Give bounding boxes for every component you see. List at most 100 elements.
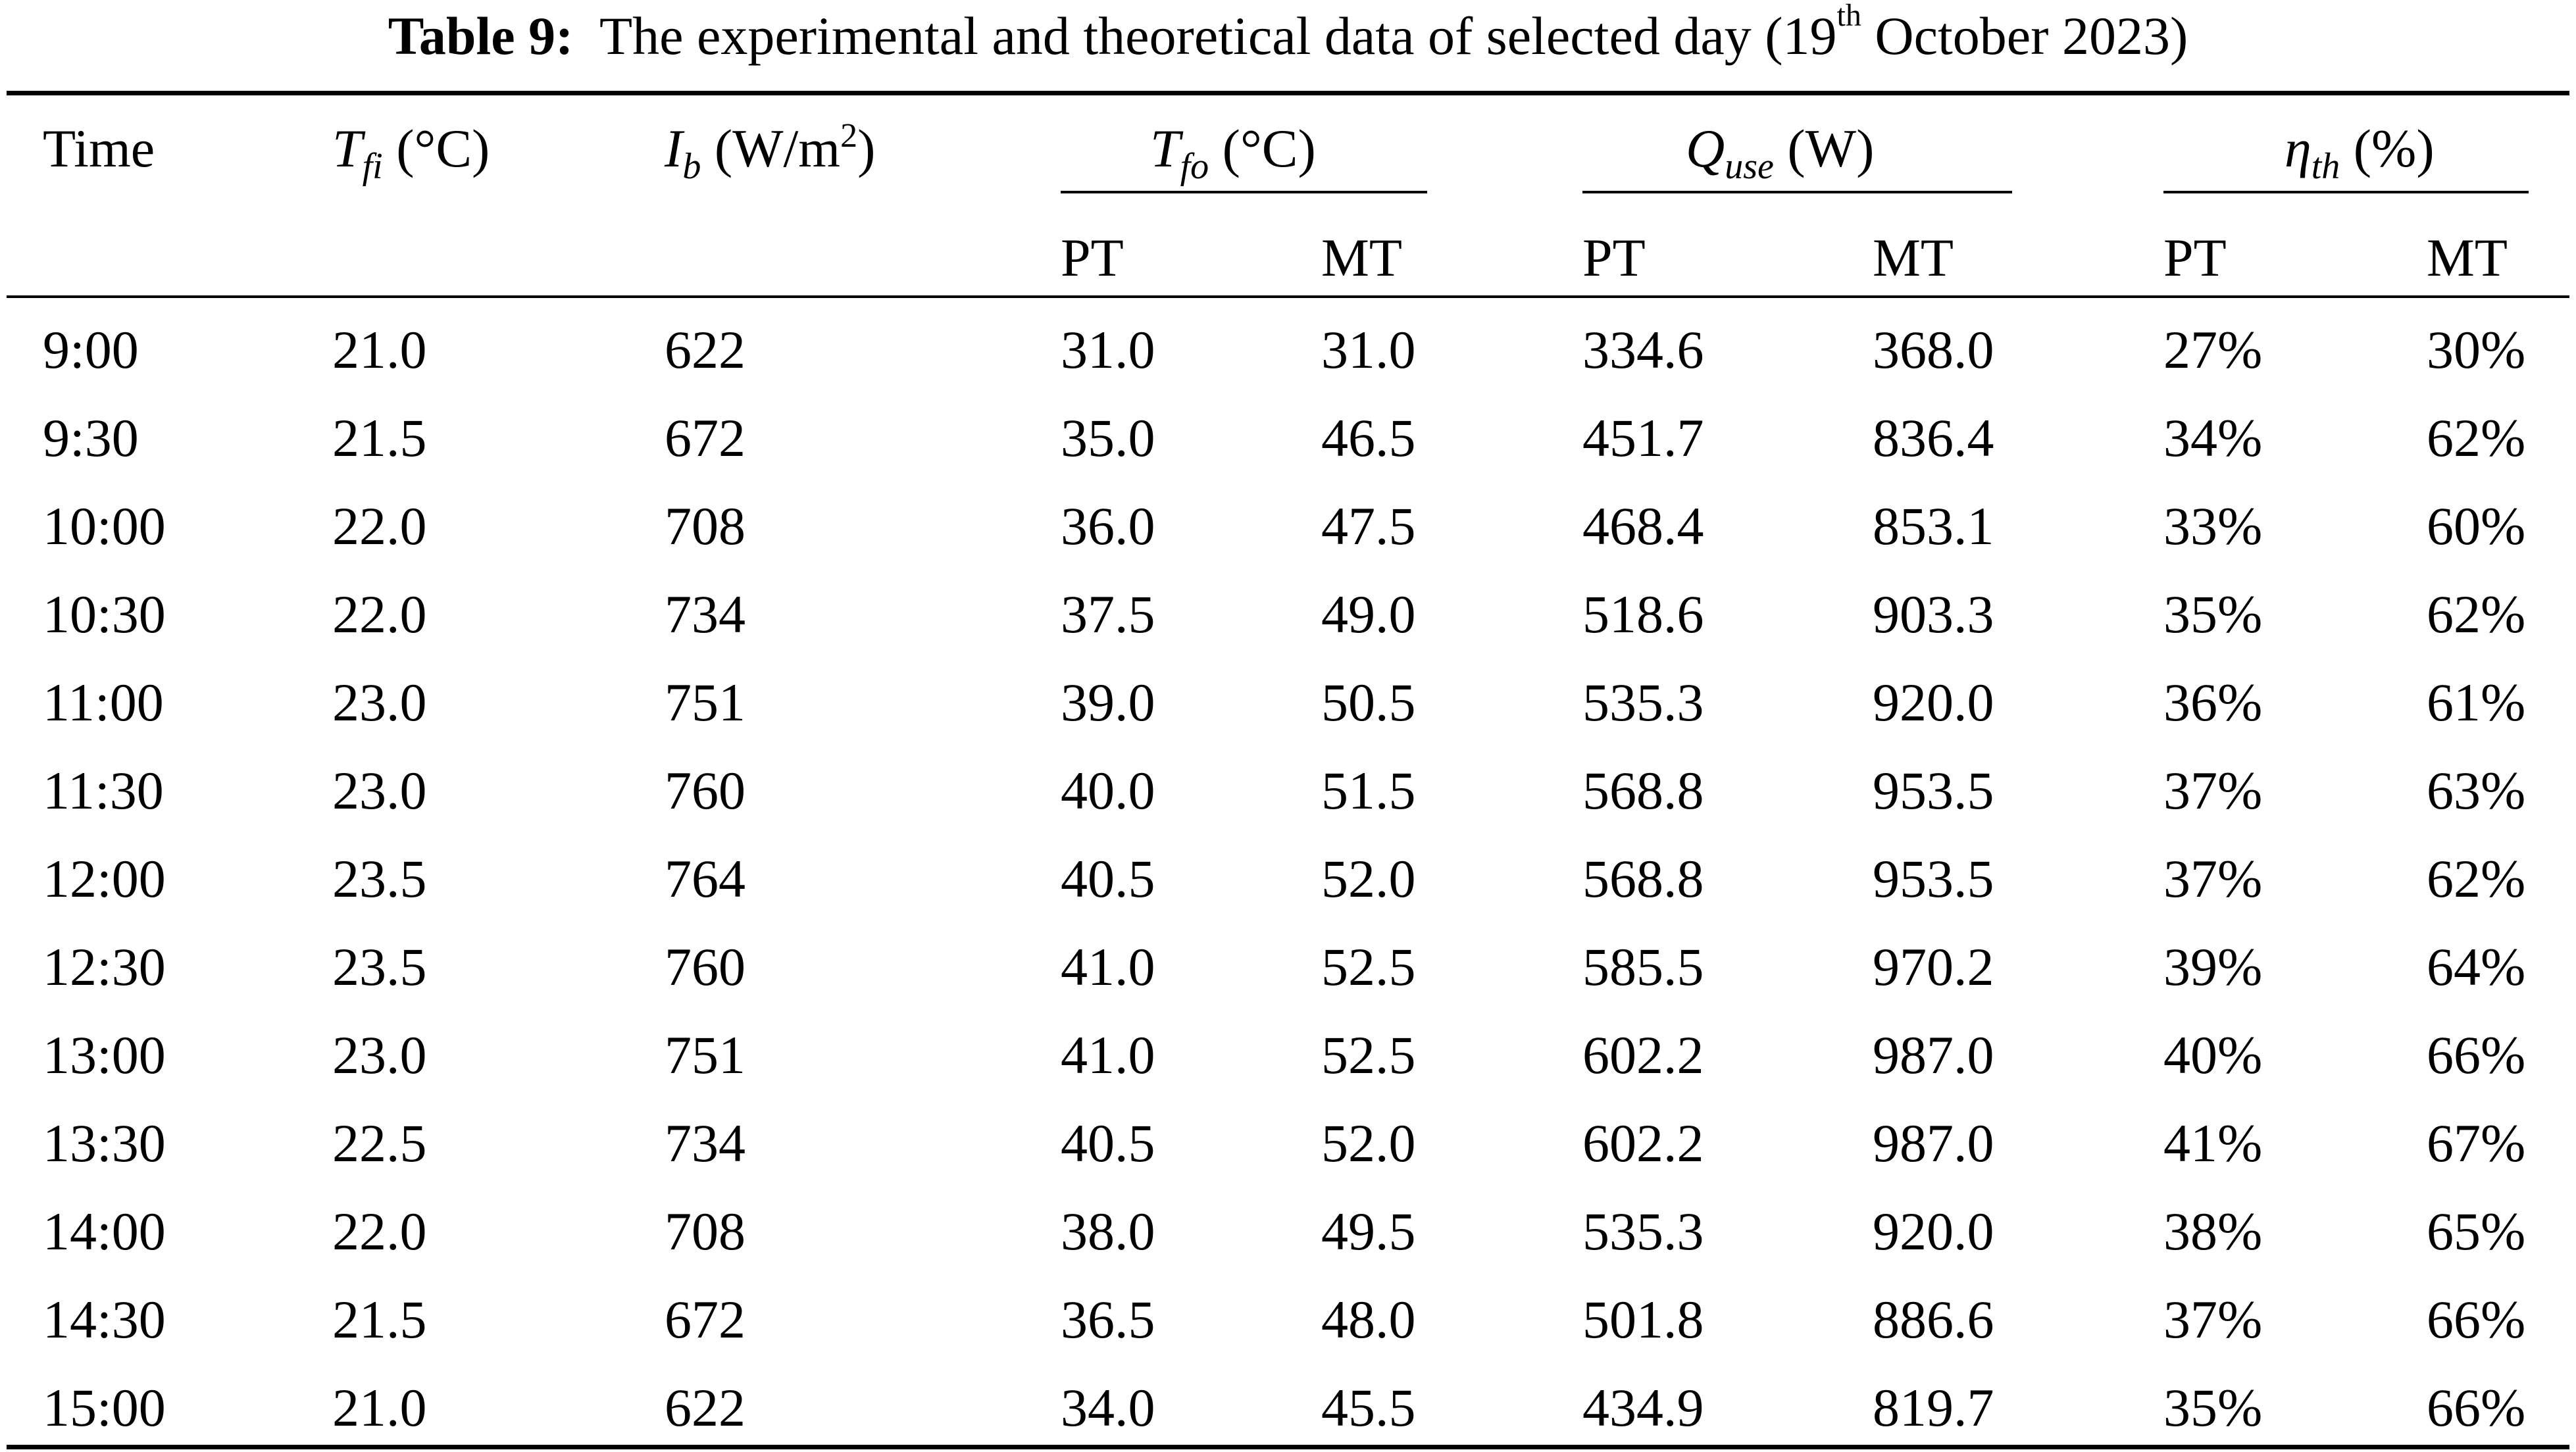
cell-ib: 622 bbox=[665, 320, 745, 380]
cell-tfo-mt: 45.5 bbox=[1321, 1378, 1416, 1438]
cell-ib: 751 bbox=[665, 1025, 745, 1085]
cell-tfo-mt: 52.5 bbox=[1321, 937, 1416, 997]
cell-ib: 734 bbox=[665, 1113, 745, 1173]
cell-eta-mt: 63% bbox=[2427, 761, 2526, 820]
header-ib-symbol: I bbox=[665, 118, 683, 178]
table-caption: Table 9: The experimental and theoretica… bbox=[0, 0, 2576, 79]
header-ib-subscript: b bbox=[682, 146, 701, 187]
cell-tfi: 21.5 bbox=[332, 1289, 427, 1349]
bottom-rule bbox=[7, 1445, 2569, 1449]
cell-tfo-pt: 36.0 bbox=[1061, 496, 1155, 556]
cell-ib: 708 bbox=[665, 1201, 745, 1261]
cell-quse-mt: 953.5 bbox=[1873, 761, 1994, 820]
cell-tfo-mt: 49.0 bbox=[1321, 584, 1416, 644]
table-row: 14:00 22.0 708 38.0 49.5 535.3 920.0 38% 65% bbox=[0, 1188, 2576, 1276]
cell-eta-mt: 30% bbox=[2427, 320, 2526, 380]
cell-tfi: 23.0 bbox=[332, 761, 427, 820]
cell-eta-mt: 62% bbox=[2427, 408, 2526, 468]
cell-eta-mt: 65% bbox=[2427, 1201, 2526, 1261]
cell-time: 9:00 bbox=[43, 320, 139, 380]
cell-quse-pt: 451.7 bbox=[1582, 408, 1704, 468]
header-quse-unit: (W) bbox=[1773, 118, 1875, 178]
tfo-group-rule bbox=[1061, 191, 1427, 193]
cell-tfi: 22.5 bbox=[332, 1113, 427, 1173]
header-eta-symbol: η bbox=[2285, 118, 2311, 178]
subheader-quse-mt: MT bbox=[1873, 228, 1954, 288]
cell-time: 13:30 bbox=[43, 1113, 166, 1173]
cell-time: 10:30 bbox=[43, 584, 166, 644]
cell-time: 9:30 bbox=[43, 408, 139, 468]
quse-group-rule bbox=[1582, 191, 2012, 193]
header-eta: ηth (%) bbox=[2285, 116, 2435, 188]
cell-quse-pt: 501.8 bbox=[1582, 1289, 1704, 1349]
cell-eta-pt: 41% bbox=[2163, 1113, 2263, 1173]
cell-quse-mt: 920.0 bbox=[1873, 672, 1994, 732]
cell-ib: 672 bbox=[665, 1289, 745, 1349]
subheader-tfo-pt: PT bbox=[1061, 228, 1124, 288]
cell-tfo-mt: 51.5 bbox=[1321, 761, 1416, 820]
table-row: 9:30 21.5 672 35.0 46.5 451.7 836.4 34% 62% bbox=[0, 394, 2576, 482]
cell-ib: 760 bbox=[665, 937, 745, 997]
header-time-label: Time bbox=[43, 118, 155, 178]
cell-tfi: 23.0 bbox=[332, 1025, 427, 1085]
eta-group-rule bbox=[2163, 191, 2529, 193]
cell-tfo-pt: 40.5 bbox=[1061, 849, 1155, 909]
cell-tfo-pt: 37.5 bbox=[1061, 584, 1155, 644]
cell-ib: 764 bbox=[665, 849, 745, 909]
cell-quse-pt: 535.3 bbox=[1582, 1201, 1704, 1261]
cell-tfi: 21.5 bbox=[332, 408, 427, 468]
subheader-eta-pt: PT bbox=[2163, 228, 2227, 288]
cell-tfo-pt: 39.0 bbox=[1061, 672, 1155, 732]
cell-eta-pt: 27% bbox=[2163, 320, 2263, 380]
top-rule bbox=[7, 91, 2569, 95]
table-row: 13:00 23.0 751 41.0 52.5 602.2 987.0 40% 66% bbox=[0, 1011, 2576, 1099]
header-ib-unit-end: ) bbox=[857, 118, 876, 178]
cell-eta-pt: 34% bbox=[2163, 408, 2263, 468]
cell-tfi: 22.0 bbox=[332, 1201, 427, 1261]
cell-quse-pt: 602.2 bbox=[1582, 1025, 1704, 1085]
header-ib-unit: (W/m bbox=[701, 118, 841, 178]
cell-eta-pt: 35% bbox=[2163, 1378, 2263, 1438]
cell-quse-mt: 953.5 bbox=[1873, 849, 1994, 909]
caption-text: The experimental and theoretical data of… bbox=[599, 6, 1837, 66]
cell-eta-pt: 40% bbox=[2163, 1025, 2263, 1085]
cell-ib: 622 bbox=[665, 1378, 745, 1438]
cell-tfi: 21.0 bbox=[332, 320, 427, 380]
cell-time: 13:00 bbox=[43, 1025, 166, 1085]
header-tfi-unit: (°C) bbox=[382, 118, 490, 178]
subheader-quse-pt: PT bbox=[1582, 228, 1646, 288]
header-tfo-subscript: fo bbox=[1180, 146, 1209, 187]
table-row: 11:00 23.0 751 39.0 50.5 535.3 920.0 36% 61% bbox=[0, 659, 2576, 747]
cell-quse-mt: 819.7 bbox=[1873, 1378, 1994, 1438]
cell-tfo-mt: 47.5 bbox=[1321, 496, 1416, 556]
subheader-eta-mt: MT bbox=[2427, 228, 2508, 288]
cell-eta-pt: 36% bbox=[2163, 672, 2263, 732]
cell-tfo-mt: 48.0 bbox=[1321, 1289, 1416, 1349]
table-row: 10:30 22.0 734 37.5 49.0 518.6 903.3 35% 62% bbox=[0, 570, 2576, 659]
cell-quse-pt: 602.2 bbox=[1582, 1113, 1704, 1173]
cell-ib: 708 bbox=[665, 496, 745, 556]
cell-quse-mt: 886.6 bbox=[1873, 1289, 1994, 1349]
cell-eta-pt: 37% bbox=[2163, 761, 2263, 820]
header-tfi-subscript: fi bbox=[362, 146, 383, 187]
header-quse: Quse (W) bbox=[1686, 116, 1874, 188]
header-quse-subscript: use bbox=[1725, 146, 1774, 187]
caption-superscript: th bbox=[1836, 0, 1861, 33]
table-row: 12:00 23.5 764 40.5 52.0 568.8 953.5 37% 62% bbox=[0, 835, 2576, 923]
cell-quse-mt: 368.0 bbox=[1873, 320, 1994, 380]
cell-tfo-mt: 31.0 bbox=[1321, 320, 1416, 380]
cell-eta-pt: 37% bbox=[2163, 849, 2263, 909]
cell-eta-mt: 62% bbox=[2427, 849, 2526, 909]
table-row: 9:00 21.0 622 31.0 31.0 334.6 368.0 27% 30% bbox=[0, 306, 2576, 394]
header-time: Time bbox=[43, 116, 155, 182]
cell-tfo-pt: 41.0 bbox=[1061, 1025, 1155, 1085]
cell-time: 15:00 bbox=[43, 1378, 166, 1438]
header-tfo-symbol: T bbox=[1150, 118, 1180, 178]
cell-eta-pt: 38% bbox=[2163, 1201, 2263, 1261]
header-quse-symbol: Q bbox=[1686, 118, 1725, 178]
cell-quse-pt: 568.8 bbox=[1582, 761, 1704, 820]
cell-tfo-mt: 50.5 bbox=[1321, 672, 1416, 732]
cell-ib: 672 bbox=[665, 408, 745, 468]
caption-text-end: October 2023) bbox=[1861, 6, 2188, 66]
cell-time: 14:30 bbox=[43, 1289, 166, 1349]
